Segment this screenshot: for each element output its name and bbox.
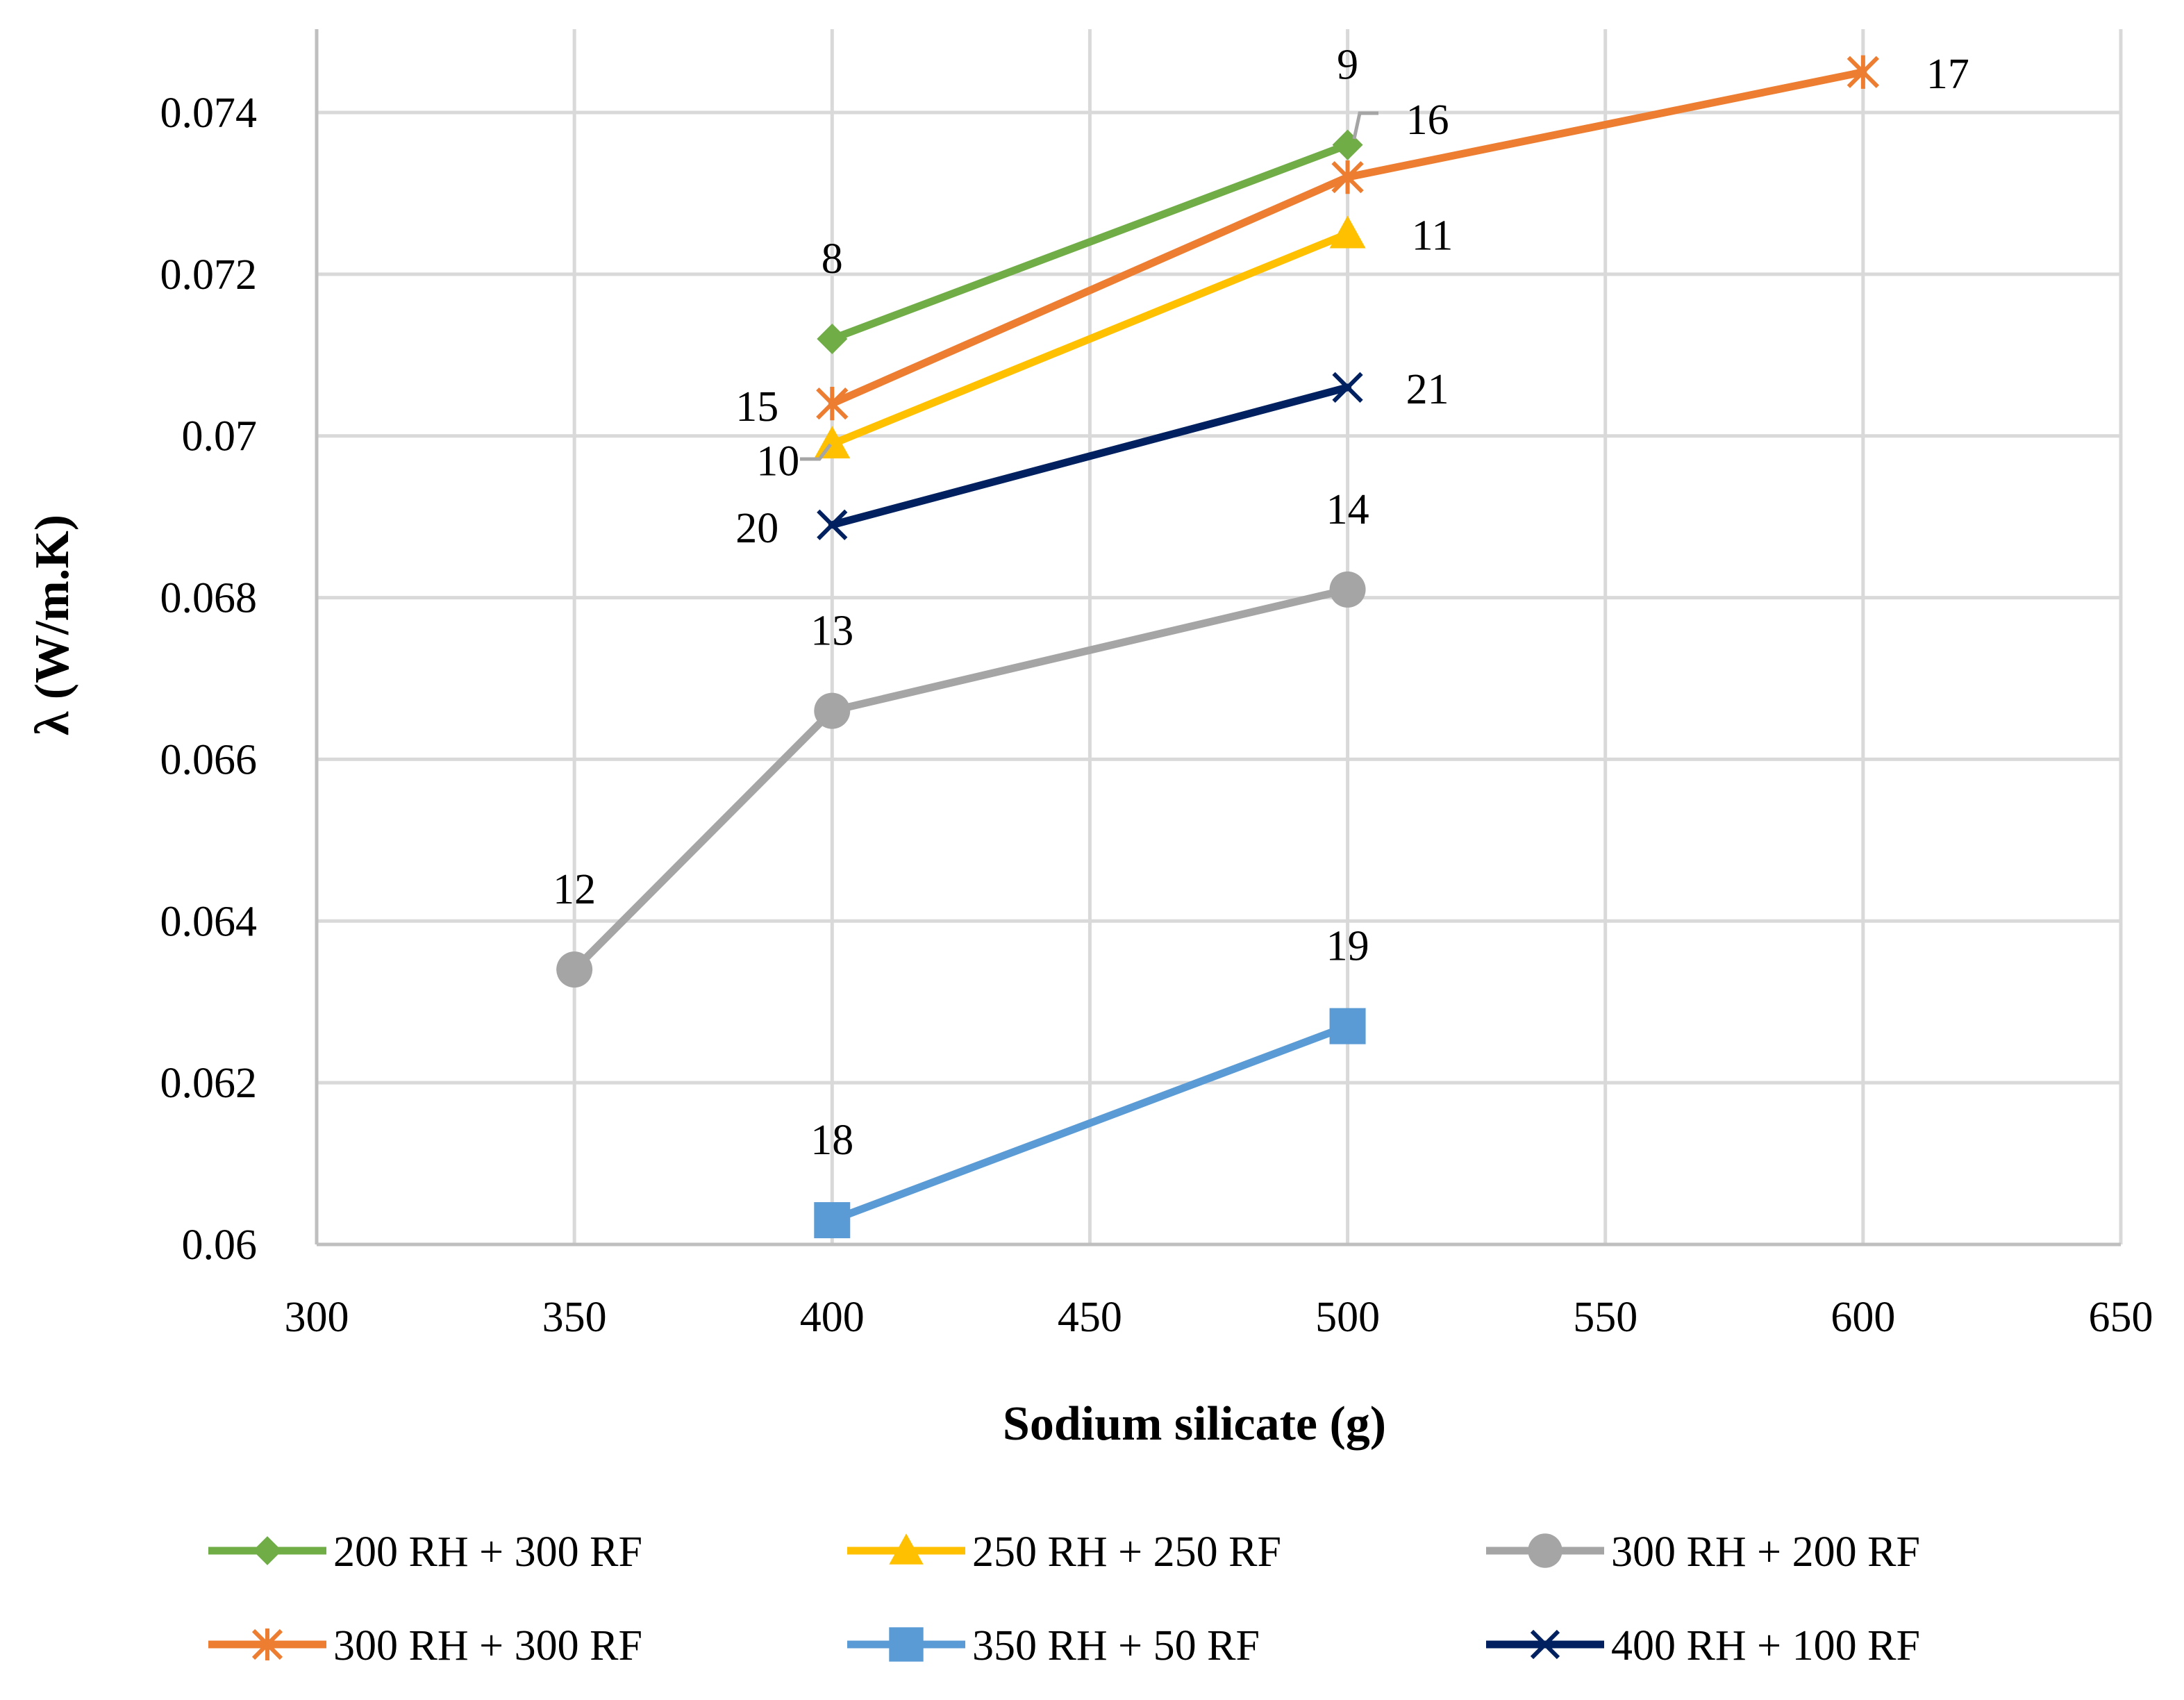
leader-line [800, 443, 832, 461]
y-tick-label: 0.064 [160, 898, 258, 945]
data-point [1332, 129, 1363, 160]
x-tick-label: 350 [542, 1294, 607, 1341]
legend-item: 250 RH + 250 RF [847, 1528, 1281, 1576]
legend-item: 400 RH + 100 RF [1486, 1622, 1920, 1669]
leader-line [1352, 111, 1378, 140]
y-tick-label: 0.07 [182, 413, 258, 460]
legend-marker [889, 1627, 924, 1662]
data-label: 14 [1326, 486, 1369, 533]
data-label: 8 [822, 235, 843, 283]
y-tick-label: 0.072 [160, 251, 258, 299]
data-point [814, 1202, 851, 1239]
data-point [1329, 1008, 1366, 1044]
y-tick-label: 0.06 [182, 1222, 258, 1269]
x-axis-title: Sodium silicate (g) [1003, 1397, 1386, 1451]
x-tick-label: 500 [1315, 1294, 1380, 1341]
series-1 [814, 215, 1366, 459]
series-line [828, 383, 1352, 529]
legend-marker [889, 1533, 924, 1565]
series-5 [817, 372, 1363, 540]
series-line [570, 585, 1352, 974]
series-line [828, 1022, 1352, 1224]
legend-item: 300 RH + 300 RF [208, 1622, 642, 1669]
data-point [816, 386, 849, 421]
data-label: 17 [1926, 51, 1969, 98]
legend-label: 200 RH + 300 RF [333, 1528, 642, 1576]
y-tick-label: 0.074 [160, 90, 258, 137]
data-label-layer: 8 9 10 11 12 13 14 15 16 17 18 19 20 21 [553, 42, 1969, 1164]
legend-label: 400 RH + 100 RF [1611, 1622, 1920, 1669]
y-tick-label: 0.068 [160, 575, 258, 622]
data-point [1329, 215, 1366, 249]
legend-item: 200 RH + 300 RF [208, 1528, 642, 1576]
x-tick-label: 650 [2089, 1294, 2153, 1341]
data-label: 18 [810, 1117, 853, 1164]
x-tick-label: 550 [1573, 1294, 1637, 1341]
x-tick-label: 400 [800, 1294, 865, 1341]
data-label: 9 [1337, 42, 1358, 89]
x-tick-label: 450 [1058, 1294, 1122, 1341]
y-axis-title: λ (W/m.K) [26, 515, 79, 735]
data-point [814, 426, 851, 459]
y-tick-label: 0.062 [160, 1060, 258, 1107]
data-point [1329, 571, 1366, 608]
legend-label: 300 RH + 300 RF [333, 1622, 642, 1669]
x-tick-label: 600 [1831, 1294, 1895, 1341]
y-tick-label: 0.066 [160, 736, 258, 783]
axis-layer: 300 350 400 450 500 550 600 650 0.06 0.062 0.064 0.… [160, 29, 2153, 1341]
data-label: 19 [1326, 923, 1369, 970]
series-line [828, 141, 1352, 343]
data-point [556, 951, 593, 988]
data-point [817, 324, 848, 354]
data-label: 13 [810, 608, 853, 655]
data-label: 16 [1406, 97, 1449, 144]
series-4 [814, 1008, 1366, 1239]
series-layer [556, 55, 1879, 1239]
data-point [1332, 372, 1363, 403]
series-2 [556, 571, 1366, 988]
data-point [1847, 55, 1879, 89]
data-point [1331, 160, 1364, 194]
legend-item: 300 RH + 200 RF [1486, 1528, 1920, 1576]
data-label: 12 [553, 866, 596, 913]
data-label: 10 [756, 438, 799, 485]
series-line [828, 230, 1352, 448]
legend-marker [253, 1536, 282, 1565]
data-label: 15 [735, 383, 778, 431]
x-tick-label: 300 [285, 1294, 349, 1341]
data-point [814, 692, 851, 729]
legend-label: 300 RH + 200 RF [1611, 1528, 1920, 1576]
legend-marker [251, 1628, 283, 1660]
data-point [817, 509, 848, 540]
legend-label: 350 RH + 50 RF [972, 1622, 1260, 1669]
legend-label: 250 RH + 250 RF [972, 1528, 1281, 1576]
data-label: 11 [1412, 212, 1453, 260]
grid-layer [317, 29, 2123, 1244]
series-3 [816, 55, 1879, 421]
data-label: 20 [735, 505, 778, 552]
legend-marker [1528, 1533, 1562, 1568]
legend-item: 350 RH + 50 RF [847, 1622, 1260, 1669]
data-label: 21 [1406, 366, 1449, 413]
legend: 200 RH + 300 RF 250 RH + 250 RF 300 RH + 2… [208, 1528, 1920, 1669]
legend-marker [1530, 1629, 1560, 1660]
